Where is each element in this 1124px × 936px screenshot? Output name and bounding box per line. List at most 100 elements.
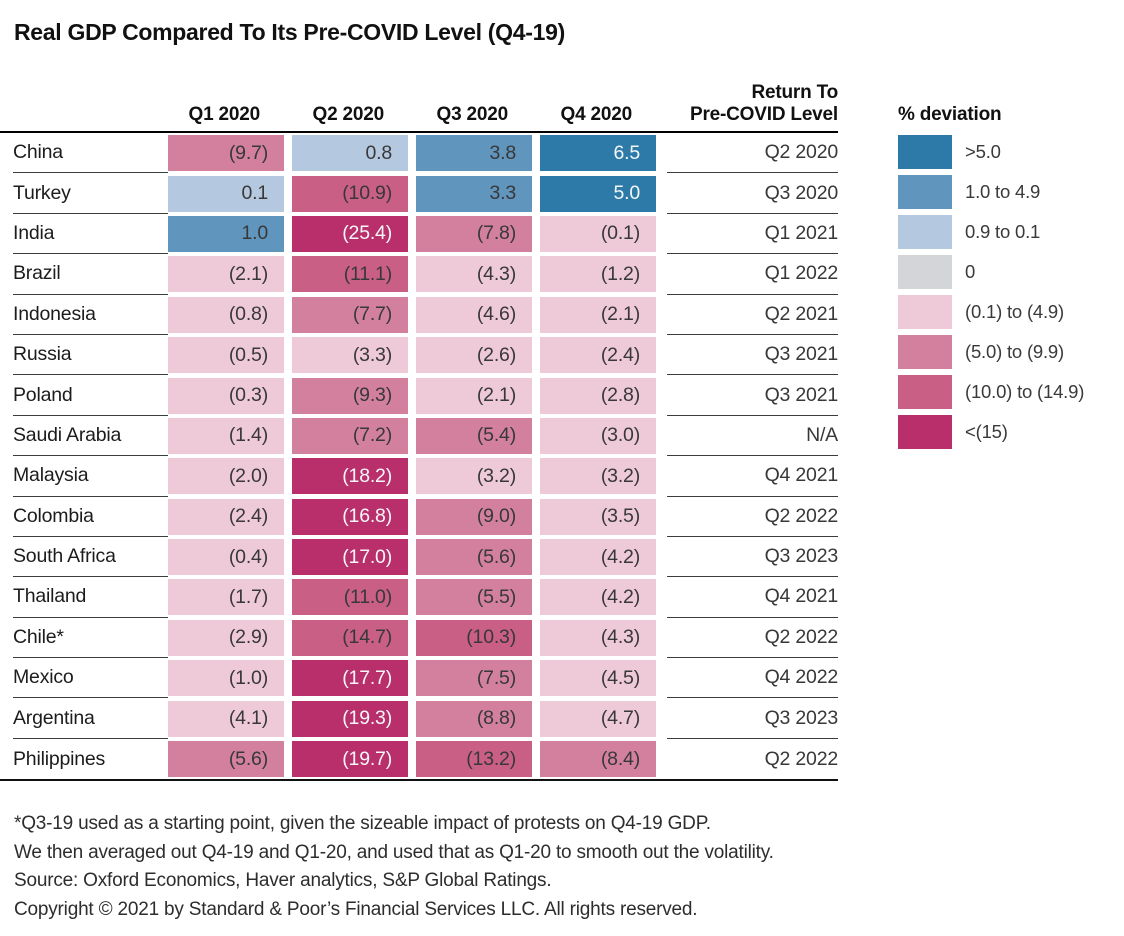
row-label: Philippines	[13, 747, 106, 770]
return-cell: Q2 2022	[764, 747, 839, 770]
heatmap-cell: 6.5	[540, 135, 656, 172]
footnote-line: We then averaged out Q4-19 and Q1-20, an…	[14, 841, 774, 863]
heatmap-cell: (0.1)	[540, 215, 656, 252]
table-row: Mexico (1.0) (17.7) (7.5) (4.5) Q4 2022	[0, 658, 838, 699]
heatmap-cell: (1.7)	[168, 579, 284, 616]
heatmap-cell: (11.0)	[292, 579, 408, 616]
legend-title: % deviation	[898, 104, 1002, 125]
heatmap-cell: (3.0)	[540, 417, 656, 454]
row-label: Thailand	[13, 577, 168, 618]
table-header-row: Q1 2020 Q2 2020 Q3 2020 Q4 2020 Return T…	[0, 62, 839, 131]
heatmap-cell: (4.3)	[416, 256, 532, 293]
return-cell: Q3 2023	[667, 537, 838, 578]
heatmap-cell: (16.8)	[292, 498, 408, 535]
table-row: China (9.7) 0.8 3.8 6.5 Q2 2020	[0, 133, 838, 174]
return-cell: Q2 2022	[667, 618, 838, 659]
legend-label: >5.0	[965, 141, 1001, 162]
legend-swatch	[898, 135, 952, 169]
row-label: Colombia	[13, 497, 168, 537]
heatmap-cell: (2.6)	[416, 337, 532, 374]
row-label: Mexico	[13, 658, 168, 699]
legend-label: (0.1) to (4.9)	[965, 301, 1064, 322]
legend-label: <(15)	[965, 421, 1008, 442]
table-row: Poland (0.3) (9.3) (2.1) (2.8) Q3 2021	[0, 375, 838, 416]
legend-label: 0.9 to 0.1	[965, 221, 1041, 242]
heatmap-cell: (2.9)	[168, 619, 284, 656]
heatmap-cell: 0.8	[292, 135, 408, 172]
legend-label: (10.0) to (14.9)	[965, 381, 1085, 402]
return-cell: Q1 2022	[667, 254, 838, 295]
table-row: Turkey 0.1 (10.9) 3.3 5.0 Q3 2020	[0, 173, 838, 214]
footnote-line: Source: Oxford Economics, Haver analytic…	[14, 870, 552, 891]
table-row: Brazil (2.1) (11.1) (4.3) (1.2) Q1 2022	[0, 254, 838, 295]
legend-swatch	[898, 255, 952, 289]
legend-label: 0	[965, 261, 976, 282]
column-header-q4: Q4 2020	[560, 104, 633, 125]
heatmap-cell: (10.9)	[292, 175, 408, 212]
heatmap-cell: 0.1	[168, 175, 284, 212]
column-header-return: Return To Pre-COVID Level	[664, 82, 838, 126]
heatmap-cell: (1.4)	[168, 417, 284, 454]
table-row: Philippines (5.6) (19.7) (13.2) (8.4) Q2…	[0, 739, 838, 779]
row-label: China	[13, 133, 168, 174]
table-row: South Africa (0.4) (17.0) (5.6) (4.2) Q3…	[0, 537, 838, 578]
heatmap-cell: (19.7)	[292, 741, 408, 778]
legend-item: (0.1) to (4.9)	[898, 292, 1084, 332]
heatmap-cell: 3.8	[416, 135, 532, 172]
heatmap-cell: (2.4)	[168, 498, 284, 535]
heatmap-cell: (5.4)	[416, 417, 532, 454]
table-row: Argentina (4.1) (19.3) (8.8) (4.7) Q3 20…	[0, 698, 838, 739]
heatmap-cell: (0.4)	[168, 539, 284, 576]
heatmap-cell: (3.5)	[540, 498, 656, 535]
gdp-table: Q1 2020 Q2 2020 Q3 2020 Q4 2020 Return T…	[0, 62, 839, 782]
heatmap-cell: (3.3)	[292, 337, 408, 374]
heatmap-cell: 3.3	[416, 175, 532, 212]
table-row: Colombia (2.4) (16.8) (9.0) (3.5) Q2 202…	[0, 497, 838, 537]
heatmap-cell: (3.2)	[416, 458, 532, 495]
heatmap-cell: (5.5)	[416, 579, 532, 616]
heatmap-cell: (13.2)	[416, 741, 532, 778]
legend-swatch	[898, 175, 952, 209]
footnote-line: Copyright © 2021 by Standard & Poor’s Fi…	[14, 898, 698, 920]
column-header-q2: Q2 2020	[312, 104, 385, 125]
row-label: Russia	[13, 335, 168, 376]
heatmap-cell: (11.1)	[292, 256, 408, 293]
heatmap-cell: (0.8)	[168, 296, 284, 333]
row-label: Malaysia	[13, 456, 168, 497]
heatmap-cell: (7.7)	[292, 296, 408, 333]
heatmap-cell: (19.3)	[292, 700, 408, 737]
table-row: Chile* (2.9) (14.7) (10.3) (4.3) Q2 2022	[0, 618, 838, 659]
heatmap-cell: 1.0	[168, 215, 284, 252]
heatmap-cell: (9.3)	[292, 377, 408, 414]
row-label: South Africa	[13, 537, 168, 578]
return-cell: N/A	[667, 416, 838, 457]
legend-swatch	[898, 335, 952, 369]
legend-swatch	[898, 375, 952, 409]
legend-label: (5.0) to (9.9)	[965, 341, 1064, 362]
return-header-line1: Return To	[751, 82, 838, 103]
heatmap-cell: (0.5)	[168, 337, 284, 374]
heatmap-cell: (2.1)	[168, 256, 284, 293]
heatmap-cell: (4.5)	[540, 660, 656, 697]
heatmap-cell: (17.7)	[292, 660, 408, 697]
heatmap-cell: (5.6)	[416, 539, 532, 576]
return-cell: Q3 2023	[667, 698, 838, 739]
legend-item: >5.0	[898, 132, 1084, 172]
footnote-line: *Q3-19 used as a starting point, given t…	[14, 813, 711, 834]
legend-swatch	[898, 295, 952, 329]
table-row: Saudi Arabia (1.4) (7.2) (5.4) (3.0) N/A	[0, 416, 838, 457]
return-cell: Q4 2021	[667, 456, 838, 497]
legend-item: (10.0) to (14.9)	[898, 372, 1084, 412]
legend: % deviation >5.0 1.0 to 4.9 0.9 to 0.1 0…	[898, 104, 1084, 452]
table-row: India 1.0 (25.4) (7.8) (0.1) Q1 2021	[0, 214, 838, 255]
legend-item: 0.9 to 0.1	[898, 212, 1084, 252]
return-cell: Q3 2020	[667, 173, 838, 214]
return-cell: Q2 2020	[667, 133, 838, 174]
return-cell: Q2 2021	[667, 295, 838, 335]
heatmap-cell: (4.3)	[540, 619, 656, 656]
heatmap-cell: (8.4)	[540, 741, 656, 778]
return-cell: Q3 2021	[667, 335, 838, 376]
row-label: Turkey	[13, 173, 168, 214]
legend-item: 0	[898, 252, 1084, 292]
